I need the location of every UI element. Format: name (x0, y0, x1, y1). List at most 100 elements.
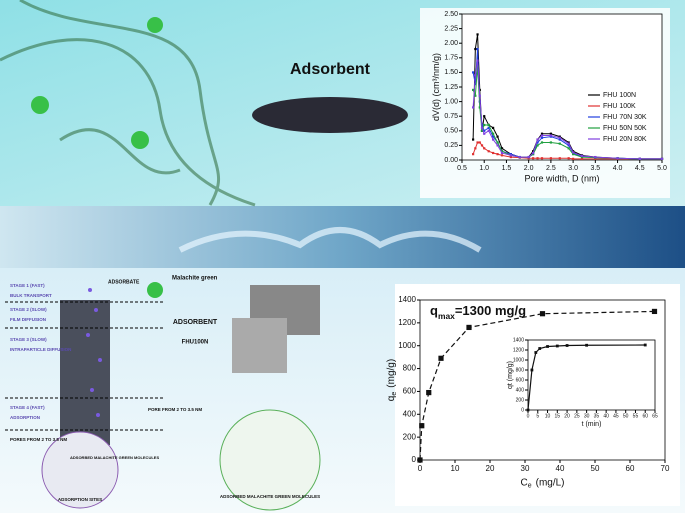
y-tick-label: 0 (412, 455, 417, 464)
x-tick-label: 30 (584, 413, 590, 419)
data-point (472, 138, 475, 141)
annotation: qmax=1300 mg/g (430, 303, 526, 321)
x-tick-label: 10 (545, 413, 551, 419)
data-point (567, 157, 570, 160)
water-splash (178, 227, 482, 253)
isotherm-panel (395, 284, 680, 506)
data-point (527, 155, 530, 159)
legend-label: FHU 50N 50K (603, 125, 647, 132)
x-tick-label: 10 (451, 464, 460, 473)
data-point (580, 157, 584, 160)
data-point (539, 311, 546, 317)
y-tick-label: 1400 (398, 295, 416, 304)
y-tick-label: 1.75 (444, 55, 458, 62)
data-point (438, 355, 444, 361)
data-point (585, 343, 589, 347)
y-tick-label: 400 (403, 409, 417, 418)
data-point (474, 74, 477, 77)
fhu-label: FHU100N (182, 340, 209, 346)
label-part: t (min) (582, 421, 602, 428)
label-part: Pore width, D (nm) (524, 174, 599, 184)
data-point (549, 157, 552, 160)
data-point (480, 126, 484, 129)
data-point (496, 153, 499, 156)
y-tick-label: 1.25 (444, 84, 458, 91)
data-point (651, 308, 658, 315)
data-point (466, 324, 472, 331)
y-tick-label: 1400 (513, 337, 524, 343)
y-tick-label: 0.25 (444, 142, 458, 149)
data-point (558, 142, 561, 145)
data-point (483, 115, 486, 118)
data-point (527, 157, 530, 160)
sites-label: ADSORPTION SITES (58, 497, 102, 502)
y-tick-label: 1200 (398, 318, 416, 327)
data-point (532, 150, 535, 153)
stage-desc: INTRAPARTICLE DIFFUSION (10, 347, 71, 352)
y-tick-label: 0.75 (444, 113, 458, 120)
pore-label: PORE FROM 2 TO 3.5 NM (148, 407, 202, 412)
data-point (419, 423, 425, 429)
x-axis-label: Ce (mg/L) (520, 477, 564, 490)
stage-label: STAGE 3 (SLOW) (10, 337, 47, 342)
data-point (638, 157, 641, 160)
x-tick-label: 55 (633, 413, 639, 419)
y-tick-label: 1200 (513, 347, 524, 353)
y-tick-label: 200 (403, 432, 417, 441)
label-part: max (438, 311, 455, 321)
x-tick-label: 1.0 (479, 165, 489, 172)
data-point (572, 151, 575, 154)
data-point (540, 141, 544, 144)
data-point (540, 134, 544, 137)
data-point (567, 142, 570, 145)
data-point (558, 138, 561, 141)
data-point (509, 153, 512, 156)
label-part: dV(d) (cm³/nm/g) (431, 53, 441, 121)
data-point (518, 155, 521, 159)
data-point (540, 157, 544, 160)
legend-label: FHU 100K (603, 103, 636, 110)
data-point (472, 153, 475, 156)
data-point (474, 82, 477, 86)
data-point (536, 157, 539, 160)
plot-frame (419, 299, 666, 461)
data-point (532, 153, 535, 156)
data-point (492, 138, 495, 141)
data-point (532, 151, 535, 155)
y-tick-label: 400 (516, 387, 525, 393)
pores-label: PORES FROM 2 TO 3.5 NM (10, 437, 67, 442)
data-point (558, 135, 561, 138)
data-point (509, 154, 512, 157)
x-tick-label: 3.0 (568, 165, 578, 172)
y-tick-label: 0.00 (444, 157, 458, 164)
data-point (474, 94, 477, 97)
stage-desc: BULK TRANSPORT (10, 293, 52, 298)
data-point (526, 408, 530, 412)
y-tick-label: 600 (403, 387, 417, 396)
data-point (567, 147, 570, 150)
data-point (492, 135, 495, 138)
y-tick-label: 200 (516, 397, 525, 403)
stage-desc: FILM DIFFUSION (10, 317, 46, 322)
data-point (549, 134, 552, 137)
y-tick-label: 1.00 (444, 98, 458, 105)
data-point (572, 153, 575, 156)
stage-desc: ADSORPTION (10, 415, 40, 420)
x-tick-label: 25 (574, 413, 580, 419)
x-tick-label: 15 (555, 413, 561, 419)
stage-label: STAGE 1 (FAST) (10, 283, 45, 288)
water-band (0, 206, 685, 268)
data-point (532, 157, 535, 160)
x-tick-label: 4.0 (613, 165, 623, 172)
data-point (549, 132, 552, 135)
data-point (417, 457, 423, 463)
y-tick-label: 2.00 (444, 40, 458, 47)
adsorbent-title: Adsorbent (290, 61, 371, 78)
y-tick-label: 600 (516, 377, 525, 383)
x-tick-label: 2.0 (524, 165, 534, 172)
data-point (476, 33, 479, 36)
data-point (594, 155, 597, 159)
legend-label: FHU 20N 80K (603, 136, 647, 143)
data-point (483, 123, 486, 127)
stage-label: STAGE 4 (FAST) (10, 405, 45, 410)
